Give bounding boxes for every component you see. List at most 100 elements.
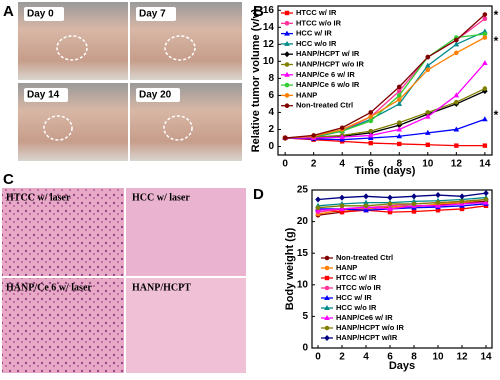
marker — [435, 200, 441, 205]
marker — [324, 315, 330, 320]
legend-label: HANP/Ce6 w/ IR — [336, 313, 393, 322]
series-line — [317, 196, 487, 207]
marker — [454, 143, 459, 148]
series-line — [285, 88, 486, 139]
marker — [425, 67, 431, 73]
marker — [324, 275, 330, 281]
series-line — [317, 205, 487, 213]
legend-label: HCC w/o IR — [296, 39, 337, 48]
series-line — [285, 30, 486, 139]
marker — [396, 120, 402, 125]
marker — [284, 51, 290, 58]
marker — [396, 133, 403, 139]
series-line — [317, 198, 487, 209]
tumor-circle — [163, 115, 193, 141]
histology-label: HTCC w/ laser — [6, 192, 71, 203]
series-line — [285, 36, 486, 139]
legend-label: HANP/HCPT w/ IR — [296, 49, 360, 58]
annotation: * — [494, 8, 499, 22]
marker — [387, 205, 393, 211]
y-tick-label: 14 — [263, 22, 275, 33]
marker — [368, 128, 374, 134]
plot-frame — [311, 189, 493, 349]
histology-image — [126, 188, 246, 276]
y-tick-label: 10 — [263, 56, 275, 67]
x-tick-label: 10 — [432, 352, 444, 363]
marker — [482, 31, 488, 37]
y-tick-label: 15 — [297, 248, 309, 259]
marker — [339, 125, 345, 131]
marker — [363, 199, 369, 205]
marker — [339, 205, 345, 211]
legend-label: HTCC w/o IR — [296, 18, 342, 27]
x-tick-label: 12 — [451, 159, 463, 170]
annotation: * — [494, 34, 499, 48]
legend-label: HCC w/ IR — [296, 29, 332, 38]
marker — [284, 82, 290, 88]
x-tick-label: 6 — [387, 352, 393, 363]
marker — [284, 71, 290, 77]
marker — [367, 132, 374, 138]
y-tick-label: 5 — [302, 311, 308, 322]
marker — [339, 209, 345, 215]
marker — [324, 305, 330, 310]
x-tick-label: 14 — [479, 159, 491, 170]
photo-label: Day 14 — [27, 90, 60, 101]
marker — [284, 103, 290, 108]
marker — [411, 193, 417, 200]
marker — [284, 40, 290, 46]
legend-label: HANP/HCPT w/o IR — [296, 59, 365, 68]
marker — [363, 207, 369, 213]
legend-label: HANP/Ce 6 w/ IR — [296, 70, 355, 79]
legend-label: HANP/HCPT w/o IR — [336, 323, 405, 332]
y-tick-label: 12 — [263, 39, 275, 50]
marker — [363, 203, 369, 209]
marker — [282, 135, 288, 141]
y-tick-label: 20 — [297, 216, 309, 227]
marker — [339, 203, 345, 209]
y-tick-label: 6 — [268, 90, 274, 101]
series-line — [285, 62, 486, 139]
marker — [339, 134, 345, 140]
marker — [387, 201, 393, 207]
marker — [284, 30, 290, 36]
marker — [387, 209, 393, 215]
marker — [315, 196, 321, 203]
x-tick-label: 4 — [339, 159, 345, 170]
marker — [482, 60, 488, 66]
legend-label: HANP/HCPT w/IR — [336, 333, 398, 342]
marker — [367, 134, 374, 140]
x-tick-label: 4 — [363, 352, 369, 363]
marker — [368, 114, 374, 119]
marker — [435, 192, 441, 199]
legend-label: HTCC w/o IR — [336, 283, 382, 292]
marker — [454, 99, 459, 105]
x-axis-title: Time (days) — [355, 165, 416, 177]
legend-label: HANP — [296, 90, 317, 99]
legend-label: HCC w/ IR — [336, 293, 372, 302]
tumor-circle — [164, 35, 196, 61]
marker — [483, 197, 489, 202]
x-tick-label: 8 — [411, 352, 417, 363]
label-box — [136, 88, 180, 102]
x-tick-label: 0 — [282, 159, 288, 170]
marker — [315, 205, 321, 210]
x-tick-label: 8 — [396, 159, 402, 170]
panel-letter: A — [3, 3, 14, 20]
panel-letter: D — [253, 186, 264, 203]
marker — [483, 190, 489, 197]
marker — [387, 194, 393, 201]
marker — [411, 209, 417, 214]
histology-label: HANP/HCPT — [132, 282, 191, 293]
y-axis-title: Body weight (g) — [284, 227, 296, 310]
marker — [425, 54, 431, 60]
marker — [396, 88, 402, 94]
marker — [483, 199, 489, 205]
legend-label: HANP/Ce 6 w/o IR — [296, 80, 360, 89]
legend-label: HANP — [336, 263, 357, 272]
x-axis-title: Days — [389, 360, 415, 372]
series-line — [317, 201, 487, 211]
series-line — [285, 14, 486, 139]
legend-label: HTCC w/ IR — [336, 273, 377, 282]
